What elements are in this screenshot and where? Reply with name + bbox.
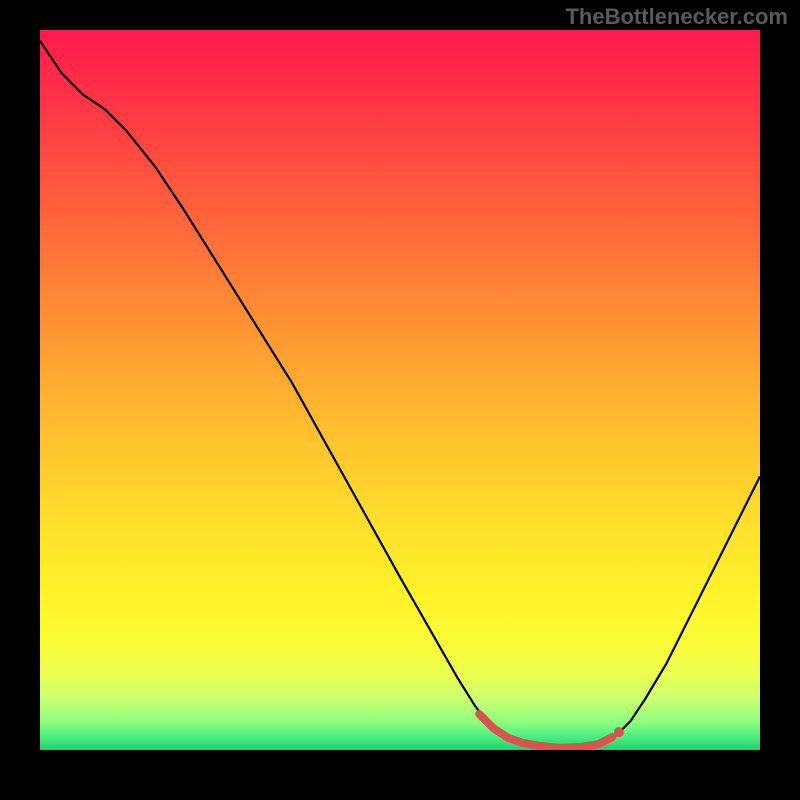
chart-curve-layer <box>40 30 760 750</box>
highlight-end-dot <box>614 727 624 737</box>
bottleneck-curve <box>40 41 760 748</box>
chart-plot-area <box>40 30 760 750</box>
watermark-text: TheBottlenecker.com <box>565 4 788 30</box>
optimal-range-highlight <box>479 714 612 748</box>
